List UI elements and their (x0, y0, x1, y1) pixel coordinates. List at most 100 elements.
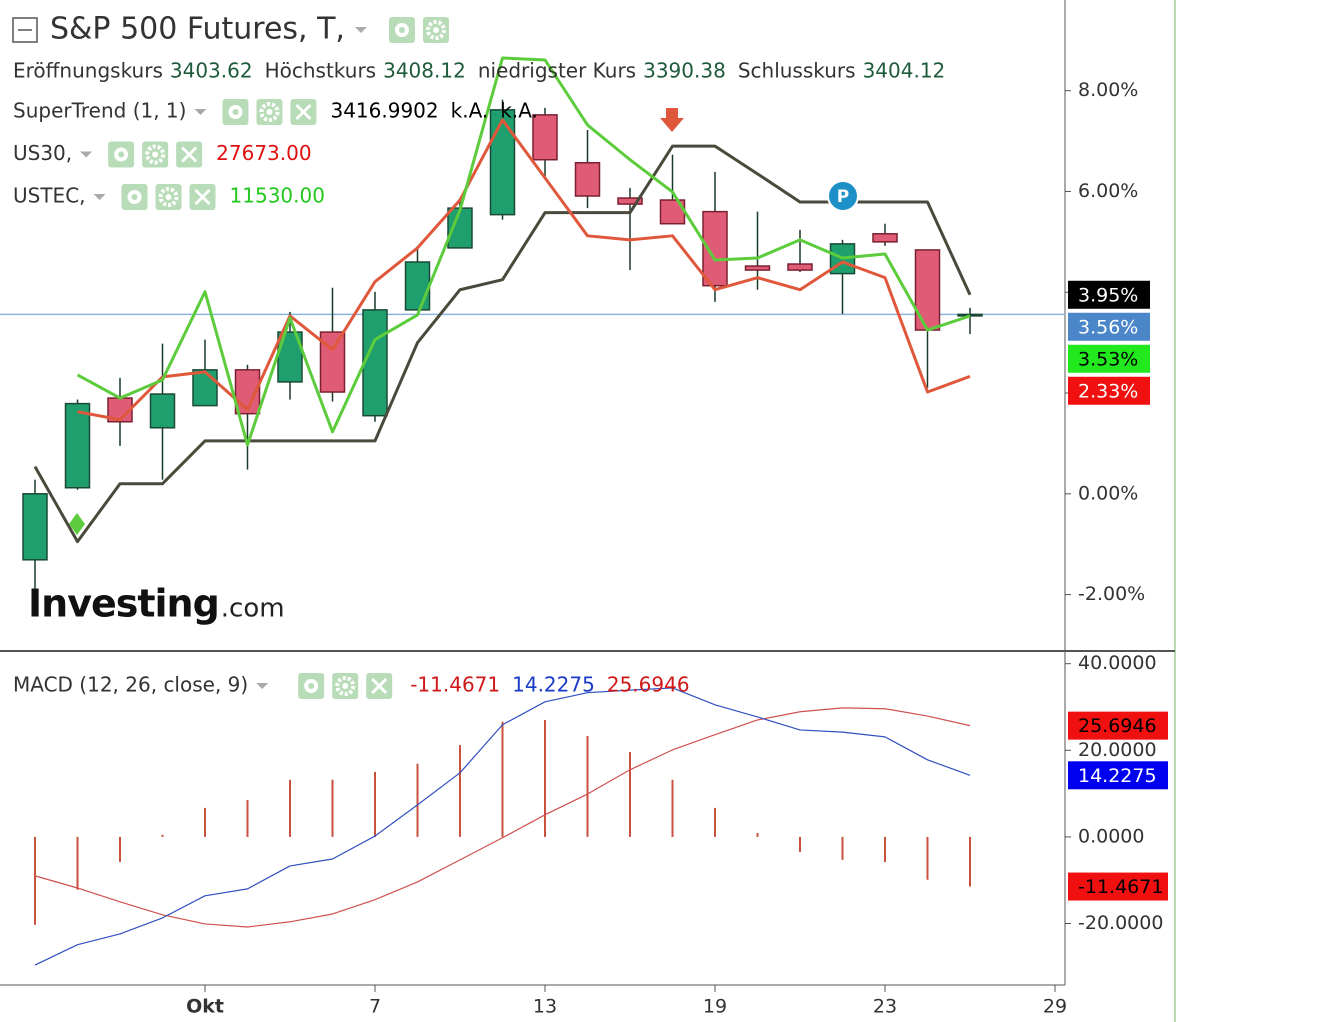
eye-pupil (118, 151, 125, 158)
gear-icon (158, 187, 179, 207)
macd-price-label-box (1068, 761, 1168, 790)
macd-histogram-bar (841, 836, 844, 860)
x-tick-label: 19 (703, 996, 727, 1018)
macd-histogram-bar (544, 719, 546, 837)
close-icon (194, 188, 211, 206)
close-icon (371, 677, 388, 695)
dropdown-caret[interactable] (354, 27, 367, 33)
macd-histogram-bar (671, 779, 674, 837)
pivot-badge (827, 180, 859, 212)
macd-histogram-bar (884, 836, 886, 863)
dropdown-caret[interactable] (256, 683, 269, 689)
macd-legend-value: 14.2275 (512, 673, 595, 697)
dropdown-caret[interactable] (93, 194, 106, 200)
macd-histogram-bar (459, 745, 461, 837)
x-tick-label: 29 (1043, 996, 1067, 1018)
close-icon (181, 146, 198, 163)
close-icon (295, 103, 312, 121)
ohlc-label: Schlusskurs (738, 59, 856, 83)
legend-value: 27673.00 (216, 141, 311, 165)
eye-pupil (232, 109, 239, 115)
watermark: Investing .com (28, 582, 285, 626)
macd-price-label-box (1068, 711, 1168, 740)
collapse-button[interactable] (12, 17, 38, 43)
macd-histogram-bar (374, 771, 376, 837)
signal-arrow (660, 108, 684, 132)
ohlc-label: Höchstkurs (265, 59, 377, 83)
pivot-badge-letter: P (837, 187, 849, 207)
legend-name: SuperTrend (1, 1) (13, 99, 186, 123)
candle-body (489, 109, 516, 216)
candle-body (532, 114, 558, 161)
price-label: 2.33% (1078, 380, 1138, 402)
gear-hub (266, 109, 273, 115)
macd-histogram-bar (586, 736, 589, 837)
candle-body (787, 263, 813, 271)
macd-histogram-bar (246, 800, 249, 837)
y-tick-label: 20.0000 (1078, 739, 1157, 761)
legend-name: USTEC, (13, 184, 86, 208)
macd-histogram-bar (501, 721, 504, 837)
macd-histogram-bar (969, 836, 971, 887)
price-label-box (1068, 280, 1150, 309)
macd-histogram-bar (76, 836, 79, 890)
x-tick-label: 13 (533, 996, 557, 1018)
macd-price-label: 25.6946 (1078, 715, 1157, 737)
candle-body (702, 210, 728, 287)
watermark-brand: Investing (28, 582, 219, 626)
indicator-line (77, 118, 971, 422)
legend-value: k.A. (451, 99, 489, 123)
macd-histogram-bar (714, 807, 716, 837)
ohlc-label: niedrigster Kurs (478, 59, 636, 83)
y-tick-label: 40.0000 (1078, 652, 1157, 674)
x-tick-label: 23 (873, 996, 897, 1018)
gear-hub (152, 151, 159, 158)
y-tick-label: 0.0000 (1078, 825, 1144, 847)
gear-icon (335, 676, 356, 696)
watermark-suffix: .com (221, 594, 285, 624)
dropdown-caret[interactable] (80, 151, 93, 158)
x-tick-label: 7 (369, 996, 381, 1018)
gear-icon (425, 20, 446, 40)
candle-body (617, 197, 643, 205)
macd-legend-value: 25.6946 (607, 673, 690, 697)
macd-title: MACD (12, 26, close, 9) (13, 673, 248, 697)
ohlc-value: 3390.38 (643, 59, 726, 83)
x-tick-label: Okt (186, 996, 224, 1018)
macd-histogram-bar (416, 763, 419, 837)
candle-body (192, 369, 218, 407)
macd-price-label-box (1068, 872, 1168, 901)
macd-histogram-bar (756, 833, 759, 837)
indicator-line (76, 56, 971, 447)
ohlc-label: Eröffnungskurs (13, 59, 163, 83)
macd-histogram-bar (926, 836, 929, 880)
y-tick-label: -20.0000 (1078, 912, 1163, 934)
dropdown-caret[interactable] (194, 109, 207, 115)
macd-histogram-bar (34, 836, 36, 925)
macd-histogram-bar (161, 834, 164, 837)
macd-line (34, 687, 971, 966)
candle-body (574, 162, 601, 197)
gear-hub (165, 194, 172, 200)
y-tick-label: 8.00% (1078, 79, 1138, 101)
candle-body (22, 493, 48, 561)
macd-signal-line (34, 707, 971, 928)
candle-body (744, 265, 771, 271)
candle-body (319, 331, 346, 393)
ohlc-value: 3404.12 (863, 59, 946, 83)
candle-body (404, 261, 431, 311)
price-label-box (1068, 376, 1150, 405)
gear-hub (432, 27, 439, 33)
macd-price-label: -11.4671 (1078, 876, 1163, 898)
eye-pupil (131, 194, 138, 200)
y-tick-label: 6.00% (1078, 180, 1138, 202)
macd-histogram-bar (799, 836, 801, 853)
legend-value: 11530.00 (230, 184, 325, 208)
legend-value: k.A. (500, 99, 538, 123)
candle-body (64, 402, 91, 489)
macd-histogram-bar (119, 836, 121, 863)
eye-pupil (308, 683, 315, 689)
candle-body (872, 233, 898, 243)
gear-hub (342, 683, 349, 689)
